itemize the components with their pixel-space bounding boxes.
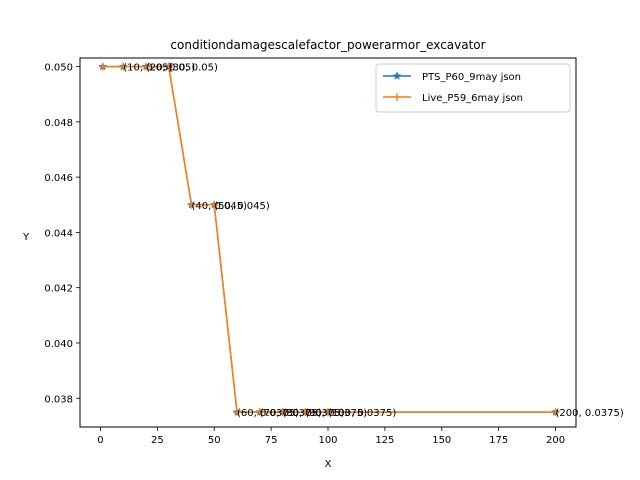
y-tick-label: 0.040	[44, 339, 73, 350]
x-tick-label: 150	[432, 435, 451, 446]
plus-marker	[187, 200, 196, 209]
plot-area: (10, 0.05)(20, 0.05)(30, 0.05) (40, 0.045…	[98, 61, 624, 420]
y-tick-label: 0.046	[44, 173, 73, 184]
x-tick-label: 50	[208, 435, 221, 446]
point-label: (100, 0.0375)	[328, 408, 396, 419]
annotations: (10, 0.05)(20, 0.05)(30, 0.05) (40, 0.045…	[123, 63, 624, 420]
legend: PTS_P60_9may json Live_P59_6may json	[375, 63, 571, 113]
plus-marker	[324, 408, 332, 417]
series-2	[98, 62, 560, 417]
legend-box	[375, 63, 571, 113]
plus-marker	[232, 408, 241, 417]
y-tick-label: 0.038	[44, 394, 73, 405]
point-label: (90, 0.0375)	[305, 408, 367, 419]
x-tick-label: 75	[265, 435, 278, 446]
y-tick-label: 0.044	[44, 228, 73, 239]
x-axis: 0 25 50 75 100 125 150 175 200	[97, 427, 565, 446]
plus-marker	[255, 408, 264, 417]
y-tick-label: 0.050	[44, 63, 73, 74]
y-axis-label: Y	[22, 232, 30, 243]
plus-marker	[393, 93, 401, 101]
x-tick-label: 0	[97, 435, 103, 446]
x-axis-label: X	[325, 459, 332, 470]
y-tick-label: 0.048	[44, 118, 73, 129]
plus-marker	[551, 408, 560, 417]
point-label: (10, 0.05)	[123, 63, 172, 74]
plus-marker	[98, 62, 107, 71]
plus-marker	[278, 408, 287, 417]
x-tick-label: 25	[151, 435, 164, 446]
x-tick-label: 200	[546, 435, 565, 446]
x-tick-label: 100	[318, 435, 337, 446]
point-label: (30, 0.05)	[169, 63, 218, 74]
point-label: (70, 0.0375)	[260, 408, 322, 419]
plus-marker	[164, 62, 173, 71]
point-label: (80, 0.0375)	[282, 408, 344, 419]
y-tick-label: 0.042	[44, 284, 73, 295]
point-label: (60, 0.0375)	[237, 408, 299, 419]
x-tick-label: 175	[489, 435, 508, 446]
legend-label: PTS_P60_9may json	[422, 72, 521, 83]
x-tick-label: 125	[375, 435, 394, 446]
plus-marker	[141, 62, 150, 71]
point-label: (20, 0.05)	[146, 63, 195, 74]
plus-marker	[119, 62, 128, 71]
point-label: (40, 0.045)	[191, 201, 247, 212]
point-label: (200, 0.0375)	[556, 408, 624, 419]
y-axis: 0.038 0.040 0.042 0.044 0.046 0.048 0.050	[44, 63, 80, 405]
plus-marker	[301, 408, 310, 417]
point-label: (50, 0.045)	[214, 201, 270, 212]
legend-label: Live_P59_6may json	[422, 93, 523, 104]
chart-title: conditiondamagescalefactor_powerarmor_ex…	[170, 38, 485, 52]
plus-marker	[210, 200, 219, 209]
star-marker	[392, 71, 402, 80]
